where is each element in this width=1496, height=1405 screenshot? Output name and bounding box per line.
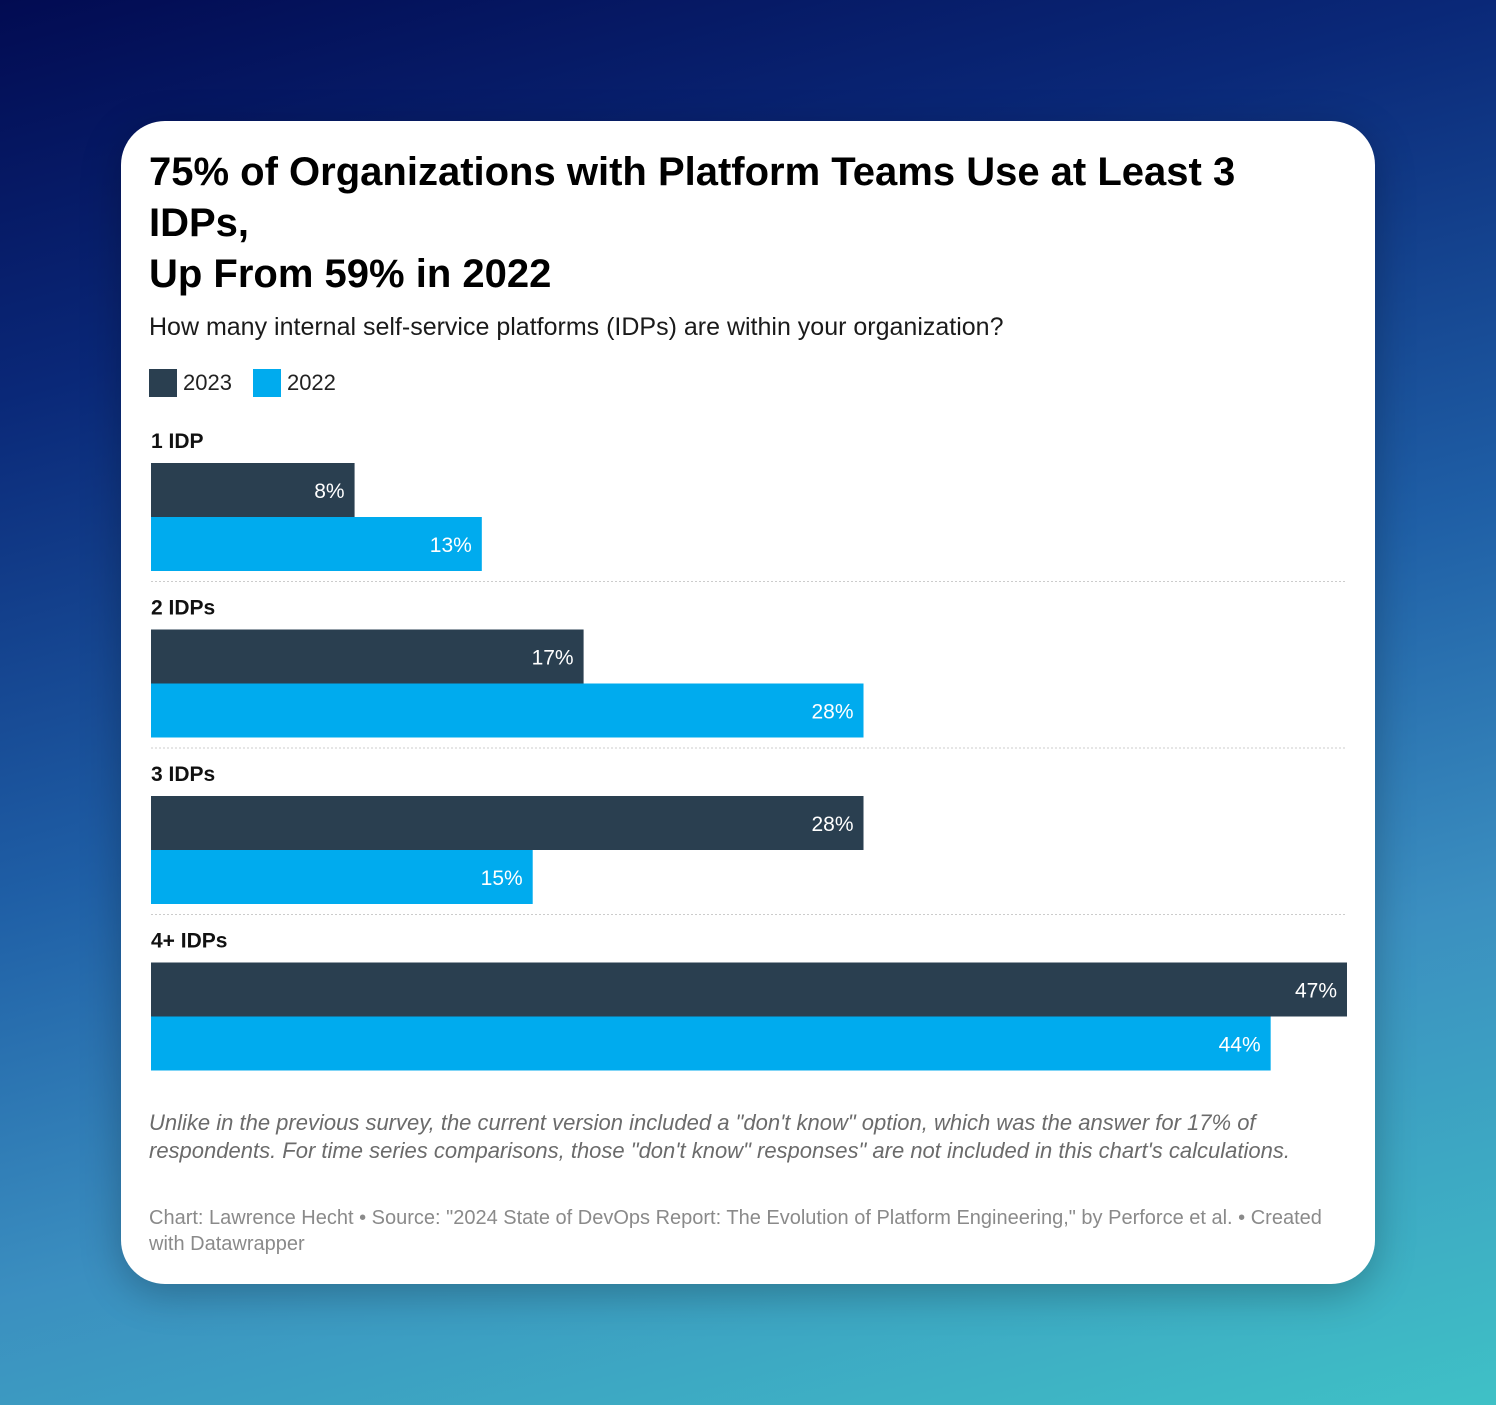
chart-note: Unlike in the previous survey, the curre…: [149, 1110, 1290, 1163]
bar-2022: [151, 683, 864, 738]
bar-value-label: 28%: [811, 813, 853, 836]
bar-value-label: 28%: [811, 701, 853, 724]
bar-2023: [151, 796, 864, 850]
bar-2023: [151, 962, 1347, 1017]
legend-label-2023: 2023: [183, 370, 232, 395]
chart-subtitle: How many internal self-service platforms…: [149, 313, 1004, 341]
bar-value-label: 15%: [481, 867, 523, 890]
legend-swatch-2022: [252, 369, 281, 397]
bar-value-label: 8%: [314, 480, 344, 503]
bar-value-label: 47%: [1295, 980, 1337, 1003]
bar-2022: [151, 517, 482, 571]
bar-2023: [151, 629, 584, 684]
legend-item-2023: 2023: [149, 369, 232, 397]
legend: 2023 2022: [149, 369, 357, 397]
bar-value-label: 17%: [532, 647, 574, 670]
chart-title: 75% of Organizations with Platform Teams…: [149, 150, 1236, 296]
category-label: 3 IDPs: [151, 763, 215, 786]
category-label: 2 IDPs: [151, 597, 215, 620]
bar-2022: [151, 850, 533, 904]
category-label: 1 IDP: [151, 430, 204, 453]
chart-credit: Chart: Lawrence Hecht • Source: "2024 St…: [149, 1207, 1322, 1255]
chart-card: 75% of Organizations with Platform Teams…: [121, 121, 1375, 1284]
legend-swatch-2023: [149, 369, 177, 397]
legend-label-2022: 2022: [286, 370, 336, 395]
bar-value-label: 13%: [430, 534, 472, 557]
bar-2023: [151, 463, 355, 517]
bar-chart: 1 IDP 8% 13% 2 IDPs 17% 28% 3 IDPs 28% 15% 4+ IDP…: [151, 430, 1347, 1071]
bar-value-label: 44%: [1219, 1034, 1261, 1057]
bar-2022: [151, 1016, 1271, 1071]
legend-item-2022: 2022: [252, 369, 336, 397]
category-label: 4+ IDPs: [151, 930, 227, 953]
